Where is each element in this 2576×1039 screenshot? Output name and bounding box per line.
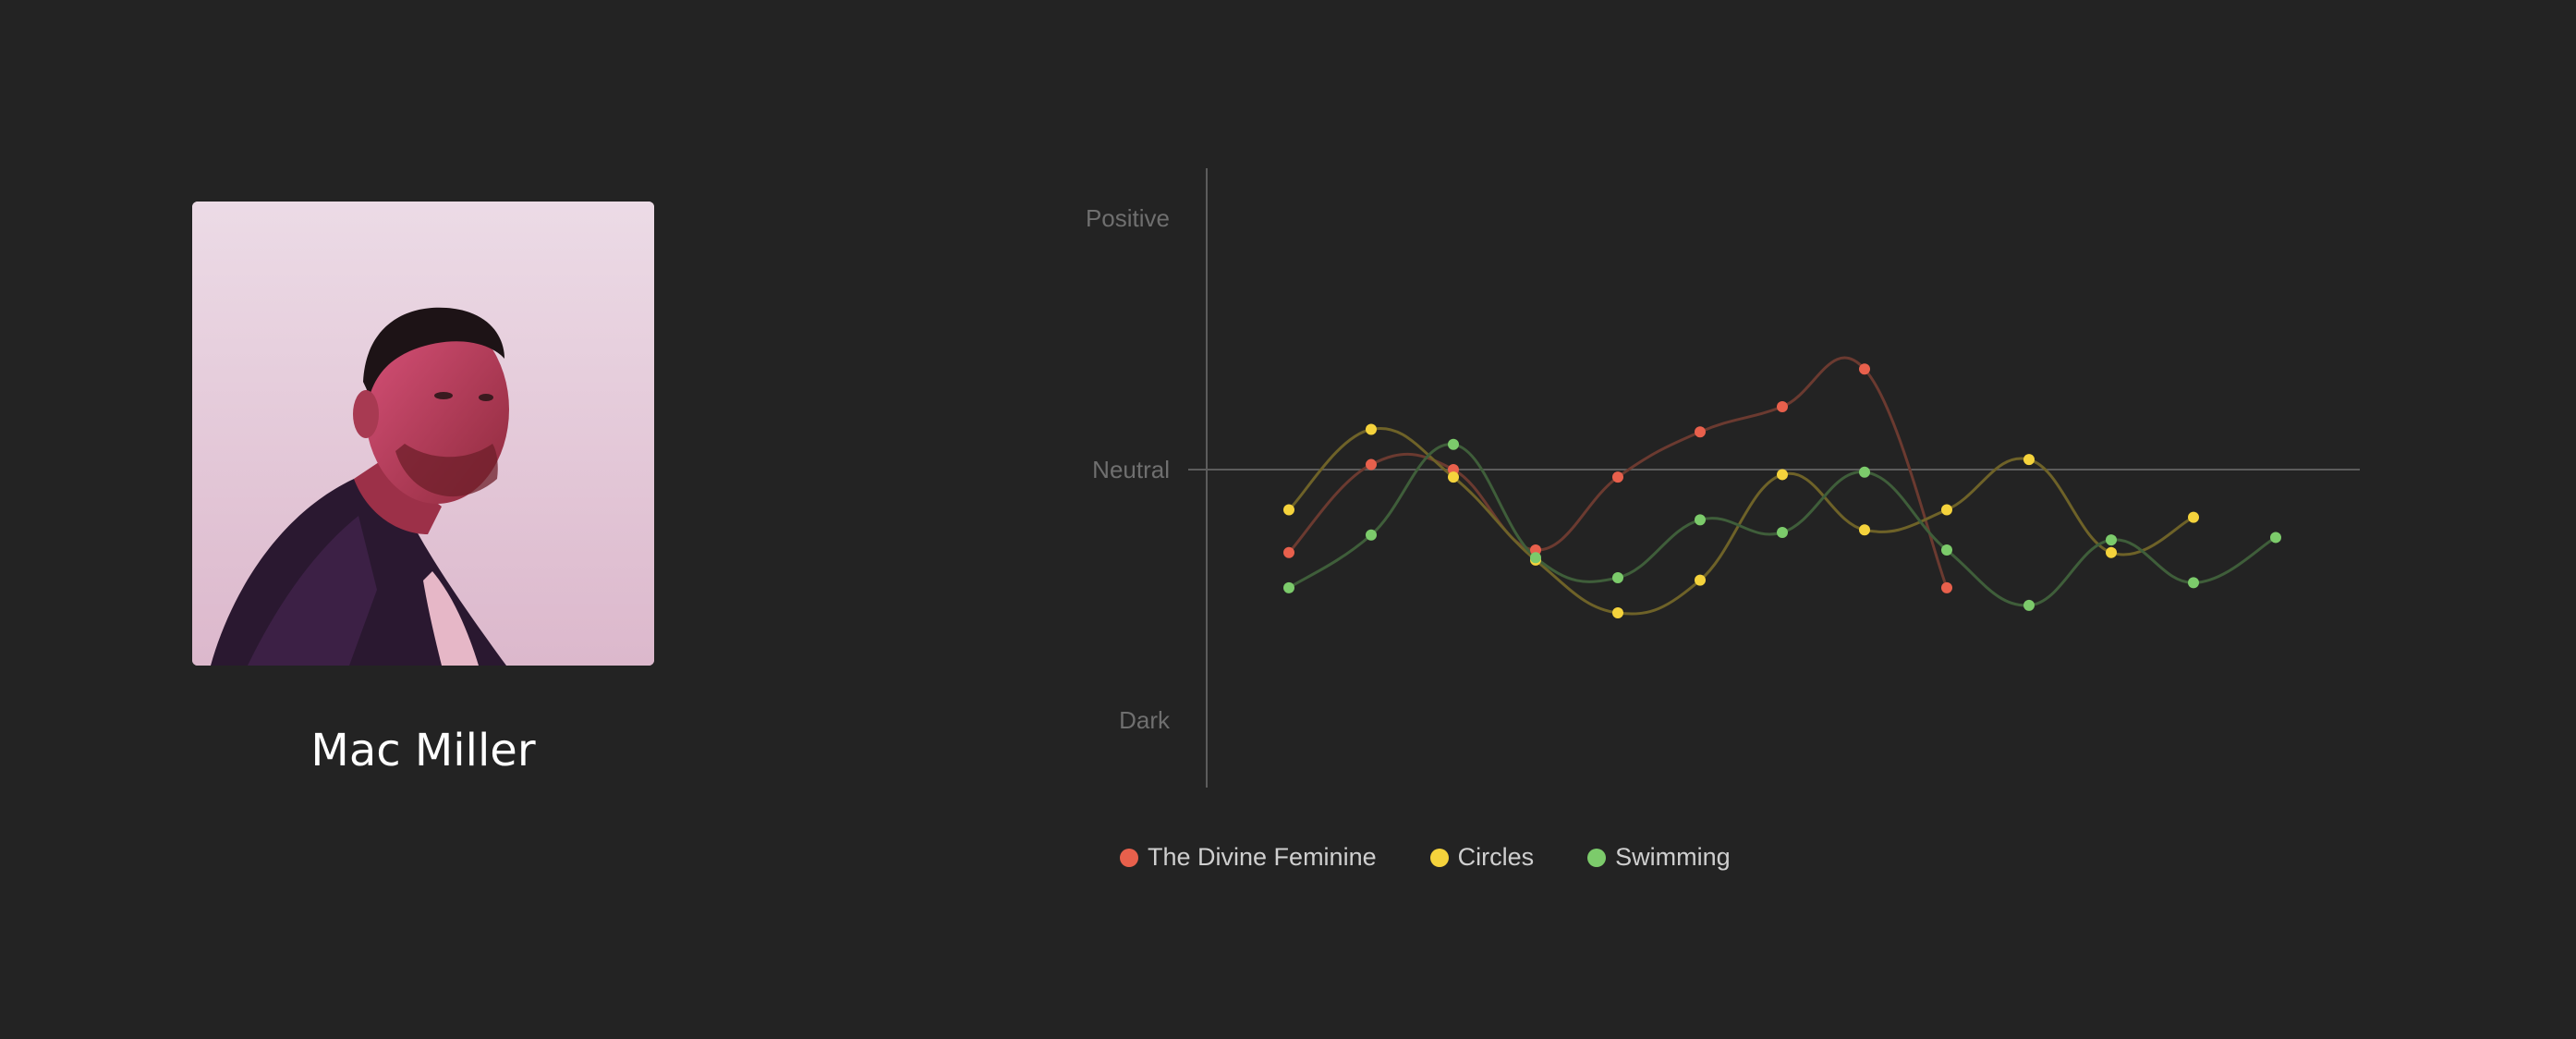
data-point-swimming[interactable] [1859,466,1870,478]
data-point-swimming[interactable] [1530,552,1541,564]
data-point-swimming[interactable] [2188,577,2199,589]
data-point-swimming[interactable] [1941,544,1952,556]
artist-portrait-icon [192,202,654,666]
data-point-circles[interactable] [1859,524,1870,536]
legend-label-divine-feminine: The Divine Feminine [1148,843,1377,871]
data-point-the-divine-feminine[interactable] [1777,401,1788,412]
legend-item-circles[interactable]: Circles [1429,843,1535,872]
data-point-circles[interactable] [1941,504,1952,516]
data-point-the-divine-feminine[interactable] [1366,458,1377,471]
data-point-circles[interactable] [1448,471,1459,483]
data-point-circles[interactable] [1366,423,1377,435]
data-point-circles[interactable] [1283,504,1294,516]
data-point-the-divine-feminine[interactable] [1941,581,1952,593]
series-line-swimming [1288,443,2277,607]
legend-dot-circles [1429,848,1449,867]
data-point-circles[interactable] [2188,511,2199,523]
legend-dot-swimming [1587,848,1607,867]
legend-dot-divine-feminine [1120,848,1138,867]
data-point-swimming[interactable] [2023,599,2035,611]
y-tick-label-dark: Dark [1119,706,1171,734]
data-point-the-divine-feminine[interactable] [1612,471,1623,483]
data-point-circles[interactable] [1777,469,1788,481]
data-point-the-divine-feminine[interactable] [1695,426,1706,438]
data-point-swimming[interactable] [2106,534,2117,546]
data-point-swimming[interactable] [1612,571,1623,583]
data-point-circles[interactable] [2023,454,2035,466]
series-layer [1283,356,2281,619]
data-point-the-divine-feminine[interactable] [1859,363,1870,375]
chart-legend: The Divine Feminine Circles Swimming [1120,843,1731,872]
y-tick-label-neutral: Neutral [1092,456,1170,483]
data-point-circles[interactable] [1695,574,1706,586]
artist-photo [192,202,654,666]
artist-name: Mac Miller [310,725,536,776]
data-point-circles[interactable] [1612,607,1623,619]
data-point-swimming[interactable] [2270,532,2281,544]
legend-label-swimming: Swimming [1615,843,1731,871]
data-point-circles[interactable] [2106,546,2117,558]
y-tick-label-positive: Positive [1086,204,1170,232]
data-point-swimming[interactable] [1695,514,1706,526]
legend-label-circles: Circles [1457,843,1535,871]
legend-item-divine-feminine[interactable]: The Divine Feminine [1120,843,1377,872]
data-point-swimming[interactable] [1366,529,1377,541]
data-point-swimming[interactable] [1283,581,1294,593]
legend-item-swimming[interactable]: Swimming [1587,843,1731,872]
data-point-the-divine-feminine[interactable] [1283,546,1294,558]
series-line-circles [1287,426,2194,616]
data-point-swimming[interactable] [1448,438,1459,450]
data-point-swimming[interactable] [1777,527,1788,538]
